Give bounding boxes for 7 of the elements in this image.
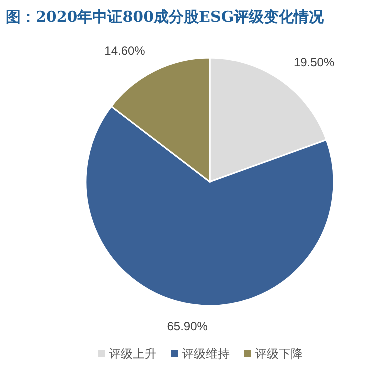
data-label: 14.60%	[104, 44, 146, 58]
data-label: 19.50%	[294, 56, 335, 70]
data-label: 65.90%	[167, 319, 208, 334]
legend-label: 评级上升	[109, 347, 157, 361]
chart-title: 图：2020年中证800成分股ESG评级变化情况	[6, 8, 326, 26]
legend-label: 评级下降	[255, 347, 303, 361]
legend-label: 评级维持	[182, 347, 230, 361]
